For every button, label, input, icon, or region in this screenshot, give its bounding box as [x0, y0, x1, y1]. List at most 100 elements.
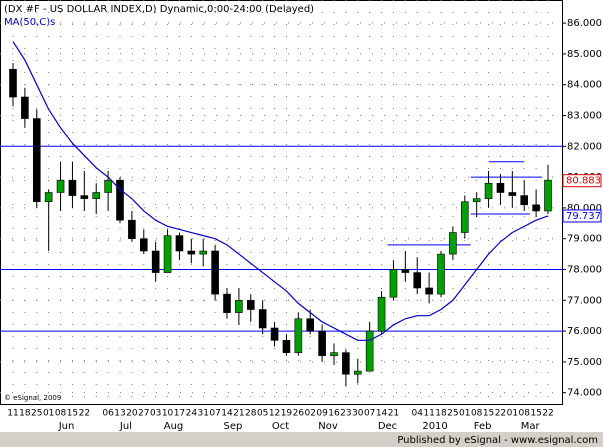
x-tick-label: 26: [293, 409, 305, 419]
footer-bar: [0, 432, 603, 447]
candle-body: [532, 204, 540, 212]
x-tick-label: 10: [162, 409, 174, 419]
x-tick-label: 14: [376, 409, 388, 419]
x-tick-label: 22: [79, 409, 90, 419]
x-tick-label: 31: [197, 409, 208, 419]
candle-body: [496, 182, 505, 193]
month-label: 2010: [422, 421, 447, 432]
candle-body: [9, 68, 17, 98]
x-tick-label: 27: [138, 409, 149, 419]
x-tick-label: 15: [483, 409, 494, 419]
candle-body: [449, 232, 457, 255]
x-tick-label: 16: [328, 409, 340, 419]
y-tick-label: 75.000: [567, 357, 602, 368]
month-label: Dec: [378, 421, 397, 432]
candle-body: [223, 293, 231, 313]
x-tick-label: 18: [19, 409, 31, 419]
x-tick-label: 28: [245, 409, 257, 419]
y-tick-label: 80.000: [567, 203, 602, 214]
y-tick-label: 74.000: [567, 388, 602, 399]
candle-body: [294, 318, 303, 353]
chart-title: (DX #F - US DOLLAR INDEX,D) Dynamic,0:00…: [4, 4, 314, 15]
month-label: Jun: [58, 421, 75, 432]
candle-body: [128, 219, 136, 239]
candle-body: [460, 201, 469, 233]
x-tick-label: 23: [340, 409, 351, 419]
x-tick-label: 30: [352, 409, 364, 419]
x-tick-label: 19: [281, 409, 293, 419]
month-label: Nov: [318, 421, 338, 432]
candle-body: [353, 370, 362, 375]
x-tick-label: 25: [447, 409, 458, 419]
candle-body: [116, 179, 124, 221]
candle-body: [330, 352, 338, 357]
candle-body: [175, 235, 184, 252]
x-tick-label: 22: [542, 409, 553, 419]
last-value-box: [562, 174, 602, 188]
x-tick-label: 20: [126, 409, 138, 419]
x-tick-label: 01: [459, 409, 470, 419]
candle-body: [104, 179, 112, 193]
x-tick-label: 05: [257, 409, 268, 419]
x-tick-label: 18: [435, 409, 447, 419]
x-tick-label: 11: [423, 409, 434, 419]
month-label: Mar: [521, 421, 541, 432]
candle-body: [520, 195, 529, 206]
x-tick-label: 15: [67, 409, 78, 419]
candle-body: [389, 269, 398, 298]
candle-body: [508, 192, 517, 196]
candle-body: [187, 250, 196, 255]
candle-body: [44, 192, 53, 203]
x-tick-label: 17: [174, 409, 185, 419]
x-tick-label: 21: [388, 409, 399, 419]
candle-body: [199, 250, 208, 255]
candle-body: [92, 192, 101, 199]
footer: Published by eSignal - www.esignal.com: [397, 435, 598, 446]
x-tick-label: 01: [507, 409, 518, 419]
x-tick-label: 06: [102, 409, 114, 419]
candle-body: [544, 179, 552, 212]
last-value-box: [562, 209, 602, 223]
x-tick-label: 01: [43, 409, 54, 419]
y-tick-label: 77.000: [567, 295, 602, 306]
candle-body: [163, 235, 172, 273]
candle-body: [235, 299, 243, 313]
candle-body: [365, 330, 374, 372]
candle-body: [318, 330, 326, 357]
x-tick-label: 07: [364, 409, 375, 419]
candle-body: [258, 309, 267, 329]
candle-body: [282, 340, 291, 353]
candle-body: [306, 318, 315, 332]
x-tick-label: 21: [233, 409, 244, 419]
candle-body: [484, 182, 493, 199]
y-tick-label: 86.000: [567, 18, 602, 29]
plot-frame: [0, 0, 563, 405]
candle-body: [139, 238, 148, 252]
y-tick-label: 85.000: [567, 49, 602, 60]
candle-body: [425, 287, 433, 295]
x-tick-label: 25: [31, 409, 42, 419]
y-tick-label: 79.000: [567, 234, 602, 245]
candle-body: [437, 253, 445, 295]
x-tick-label: 02: [304, 409, 315, 419]
month-label: Jul: [119, 421, 132, 432]
x-tick-label: 15: [530, 409, 541, 419]
x-tick-label: 04: [411, 409, 423, 419]
candle-body: [211, 250, 219, 295]
candle-body: [472, 198, 481, 203]
month-label: Feb: [474, 421, 492, 432]
last-value-label: 80.883: [566, 176, 601, 187]
x-tick-label: 22: [495, 409, 506, 419]
x-tick-label: 13: [114, 409, 125, 419]
x-tick-label: 14: [221, 409, 233, 419]
indicator-label: MA(50,C)s: [4, 17, 55, 28]
candle-body: [270, 327, 279, 341]
x-tick-label: 08: [55, 409, 67, 419]
x-tick-label: 11: [7, 409, 18, 419]
candle-body: [401, 269, 410, 273]
x-tick-label: 08: [518, 409, 530, 419]
moving-average: [12, 41, 549, 341]
